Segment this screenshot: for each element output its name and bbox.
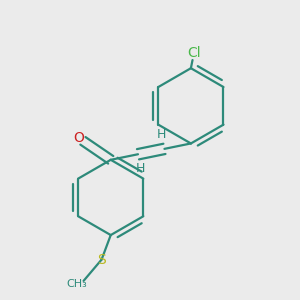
Text: CH₃: CH₃ bbox=[67, 279, 87, 289]
Text: S: S bbox=[97, 253, 106, 267]
Text: O: O bbox=[74, 131, 84, 145]
Text: H: H bbox=[157, 128, 166, 141]
Text: H: H bbox=[136, 162, 146, 175]
Text: Cl: Cl bbox=[188, 46, 201, 61]
